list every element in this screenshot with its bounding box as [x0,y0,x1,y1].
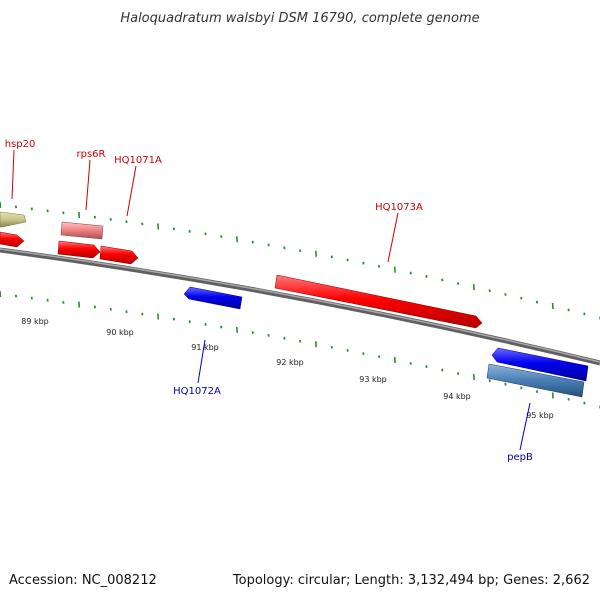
leader-HQ1073A [387,212,399,263]
tick-label-89: 89 kbp [21,317,49,326]
gene-hsp20[interactable] [0,211,27,228]
leader-hsp20 [11,149,15,200]
gene-red-left[interactable] [0,231,25,248]
leader-HQ1072A [197,339,206,384]
leader-rps6R [85,159,91,211]
gene-label-pepB[interactable]: pepB [507,452,533,463]
tick-label-93: 93 kbp [359,375,387,384]
gene-label-HQ1071A[interactable]: HQ1071A [114,155,162,166]
gene-label-HQ1072A[interactable]: HQ1072A [173,386,221,397]
gene-rps6R[interactable] [60,221,104,240]
map-title: Haloquadratum walsbyi DSM 16790, complet… [120,11,479,26]
genome-backbone-highlight [0,248,600,363]
lower-tick-row [0,290,600,409]
gene-HQ1073A[interactable] [274,274,483,329]
leader-pepB [519,402,531,451]
gene-red-small-1[interactable] [57,240,101,259]
gene-label-HQ1073A[interactable]: HQ1073A [375,202,423,213]
gene-label-rps6R[interactable]: rps6R [77,149,106,160]
genome-backbone [0,247,600,366]
gene-label-hsp20[interactable]: hsp20 [5,139,36,150]
topology-text: Topology: circular; Length: 3,132,494 bp… [232,573,590,588]
leader-HQ1071A [126,165,137,217]
tick-label-95: 95 kbp [526,411,554,420]
gene-HQ1071A[interactable] [99,245,139,265]
upper-tick-row [0,201,600,320]
accession-text: Accession: NC_008212 [9,573,157,588]
gene-pepB[interactable] [486,363,585,398]
gene-HQ1072A[interactable] [183,286,243,310]
tick-label-91: 91 kbp [191,343,219,352]
tick-label-94: 94 kbp [443,392,471,401]
tick-label-90: 90 kbp [106,328,134,337]
tick-label-92: 92 kbp [276,358,304,367]
gene-blue-right[interactable] [491,347,589,382]
